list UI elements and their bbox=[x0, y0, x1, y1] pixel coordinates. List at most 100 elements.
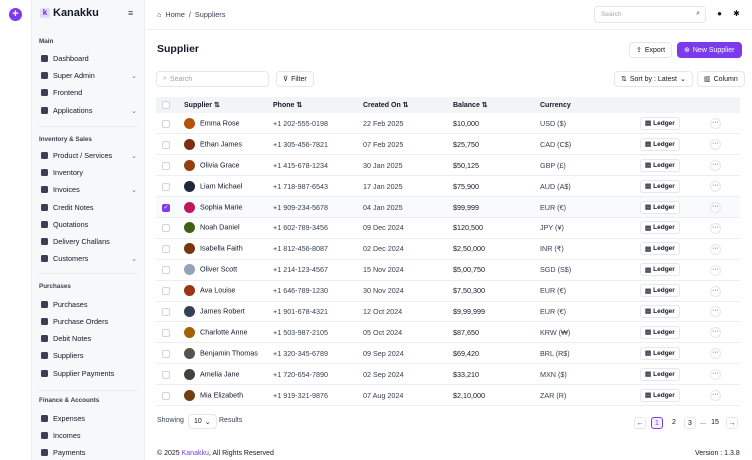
row-checkbox[interactable] bbox=[162, 161, 170, 170]
ledger-button[interactable]: ▤ Ledger bbox=[640, 179, 680, 193]
table-row[interactable]: Benjamin Thomas +1 320-345-6789 09 Sep 202… bbox=[156, 342, 740, 365]
more-options-icon[interactable]: ··· bbox=[710, 202, 721, 213]
sidebar-item-credit-notes[interactable]: Credit Notes bbox=[41, 203, 137, 212]
ledger-button[interactable]: ▤ Ledger bbox=[640, 304, 680, 318]
more-options-icon[interactable]: ··· bbox=[710, 264, 721, 276]
more-options-icon[interactable]: ··· bbox=[710, 139, 721, 151]
supplier-cell[interactable]: Emma Rose bbox=[184, 113, 273, 135]
filter-button[interactable]: ⊽ Filter bbox=[276, 71, 314, 87]
more-options-icon[interactable]: ··· bbox=[710, 306, 721, 318]
menu-toggle-icon[interactable]: ≡ bbox=[128, 8, 134, 18]
row-checkbox[interactable] bbox=[162, 182, 170, 191]
sidebar-item-product-services[interactable]: Product / Services ⌄ bbox=[41, 151, 137, 160]
table-row[interactable]: James Robert +1 901-678-4321 12 Oct 2024 $9… bbox=[156, 301, 740, 323]
row-checkbox[interactable] bbox=[162, 266, 170, 275]
page-3-button[interactable]: 3 bbox=[684, 417, 696, 429]
table-row[interactable]: Olivia Grace +1 415-678-1234 30 Jan 2025 $5… bbox=[156, 154, 740, 177]
new-supplier-button[interactable]: ⊕ New Supplier bbox=[677, 42, 742, 58]
breadcrumb-home[interactable]: Home bbox=[165, 10, 185, 19]
select-all-checkbox[interactable] bbox=[162, 101, 170, 109]
page-2-button[interactable]: 2 bbox=[672, 419, 676, 426]
more-options-icon[interactable]: ··· bbox=[710, 243, 721, 255]
row-checkbox[interactable] bbox=[162, 119, 170, 128]
supplier-cell[interactable]: Amelia Jane bbox=[184, 363, 273, 386]
supplier-cell[interactable]: James Robert bbox=[184, 301, 273, 323]
ledger-button[interactable]: ▤ Ledger bbox=[640, 200, 680, 214]
table-row[interactable]: Amelia Jane +1 720-654-7890 02 Sep 2024 $33… bbox=[156, 363, 740, 386]
row-checkbox[interactable] bbox=[162, 391, 170, 400]
ledger-button[interactable]: ▤ Ledger bbox=[640, 325, 680, 339]
sidebar-item-incomes[interactable]: Incomes bbox=[41, 431, 137, 440]
table-row[interactable]: Mia Elizabeth +1 919-321-9876 07 Aug 2024 $… bbox=[156, 384, 740, 406]
ledger-button[interactable]: ▤ Ledger bbox=[640, 284, 680, 298]
sidebar-item-applications[interactable]: Applications ⌄ bbox=[41, 106, 137, 115]
per-page-select[interactable]: 10 ⌄ bbox=[188, 414, 217, 429]
brand-logo[interactable]: k Kanakku bbox=[40, 7, 99, 19]
more-options-icon[interactable]: ··· bbox=[710, 348, 721, 360]
phone-header[interactable]: Phone ⇅ bbox=[273, 97, 363, 113]
sidebar-item-suppliers[interactable]: Suppliers bbox=[41, 351, 137, 360]
supplier-header[interactable]: Supplier ⇅ bbox=[184, 97, 273, 113]
sidebar-item-dashboard[interactable]: Dashboard bbox=[41, 54, 137, 63]
row-checkbox[interactable] bbox=[162, 287, 170, 296]
sidebar-item-supplier-payments[interactable]: Supplier Payments bbox=[41, 369, 137, 378]
ledger-button[interactable]: ▤ Ledger bbox=[640, 221, 680, 235]
home-icon[interactable]: ⌂ bbox=[157, 10, 162, 19]
sidebar-item-invoices[interactable]: Invoices ⌄ bbox=[41, 185, 137, 194]
supplier-cell[interactable]: Liam Michael bbox=[184, 175, 273, 198]
supplier-cell[interactable]: Isabella Faith bbox=[184, 238, 273, 260]
supplier-cell[interactable]: Olivia Grace bbox=[184, 154, 273, 177]
ledger-button[interactable]: ▤ Ledger bbox=[640, 388, 680, 402]
page-1-button[interactable]: 1 bbox=[651, 417, 663, 429]
sidebar-item-super-admin[interactable]: Super Admin ⌄ bbox=[41, 71, 137, 80]
sidebar-item-frontend[interactable]: Frontend bbox=[41, 88, 137, 97]
ledger-button[interactable]: ▤ Ledger bbox=[640, 137, 680, 151]
global-search-input[interactable]: Search ⌕ bbox=[594, 6, 706, 23]
column-button[interactable]: ▥ Column bbox=[697, 71, 745, 87]
row-checkbox[interactable] bbox=[162, 370, 170, 379]
row-checkbox[interactable] bbox=[162, 245, 170, 254]
supplier-cell[interactable]: Ethan James bbox=[184, 133, 273, 156]
supplier-cell[interactable]: Oliver Scott bbox=[184, 259, 273, 281]
table-row[interactable]: Noah Daniel +1 602-789-3456 09 Dec 2024 $12… bbox=[156, 217, 740, 239]
supplier-cell[interactable]: Sophia Marie bbox=[184, 196, 273, 218]
more-options-icon[interactable]: ··· bbox=[710, 118, 721, 130]
supplier-cell[interactable]: Mia Elizabeth bbox=[184, 384, 273, 406]
more-options-icon[interactable]: ··· bbox=[710, 285, 721, 297]
more-options-icon[interactable]: ··· bbox=[710, 390, 721, 402]
prev-page-button[interactable]: ← bbox=[634, 417, 646, 429]
row-checkbox[interactable] bbox=[162, 224, 170, 233]
table-row[interactable]: Ethan James +1 305-456-7821 07 Feb 2025 $25… bbox=[156, 133, 740, 156]
table-search-input[interactable]: ⌕ Search bbox=[156, 71, 269, 87]
page-15-button[interactable]: 15 bbox=[711, 419, 719, 426]
row-checkbox[interactable] bbox=[162, 140, 170, 149]
row-checkbox[interactable] bbox=[162, 328, 170, 337]
sidebar-item-purchases[interactable]: Purchases bbox=[41, 300, 137, 309]
sidebar-item-purchase-orders[interactable]: Purchase Orders bbox=[41, 317, 137, 326]
ledger-button[interactable]: ▤ Ledger bbox=[640, 263, 680, 277]
sidebar-item-debit-notes[interactable]: Debit Notes bbox=[41, 334, 137, 343]
notification-bell-icon[interactable]: ● bbox=[717, 9, 722, 18]
sidebar-item-expenses[interactable]: Expenses bbox=[41, 414, 137, 423]
table-row[interactable]: Emma Rose +1 202-555-0198 22 Feb 2025 $10,0… bbox=[156, 113, 740, 135]
row-checkbox[interactable] bbox=[162, 349, 170, 358]
sort-dropdown[interactable]: ⇅ Sort by : Latest ⌄ bbox=[614, 71, 693, 87]
sidebar-item-quotations[interactable]: Quotations bbox=[41, 220, 137, 229]
ledger-button[interactable]: ▤ Ledger bbox=[640, 242, 680, 256]
sidebar-item-payments[interactable]: Payments bbox=[41, 448, 137, 457]
table-row[interactable]: ✓ Sophia Marie +1 909-234-5678 04 Jan 2025 $… bbox=[156, 196, 740, 218]
table-row[interactable]: Ava Louise +1 646-789-1230 30 Nov 2024 $7,5… bbox=[156, 280, 740, 302]
add-icon[interactable]: + bbox=[9, 8, 22, 21]
more-options-icon[interactable]: ··· bbox=[710, 181, 721, 193]
more-options-icon[interactable]: ··· bbox=[710, 369, 721, 381]
more-options-icon[interactable]: ··· bbox=[710, 222, 721, 234]
supplier-cell[interactable]: Charlotte Anne bbox=[184, 321, 273, 344]
created-header[interactable]: Created On ⇅ bbox=[363, 97, 453, 113]
more-options-icon[interactable]: ··· bbox=[710, 327, 721, 339]
row-checkbox[interactable] bbox=[162, 308, 170, 316]
balance-header[interactable]: Balance ⇅ bbox=[453, 97, 540, 113]
table-row[interactable]: Charlotte Anne +1 503-987-2105 05 Oct 2024… bbox=[156, 321, 740, 344]
ledger-button[interactable]: ▤ Ledger bbox=[640, 158, 680, 172]
sidebar-item-inventory[interactable]: Inventory bbox=[41, 168, 137, 177]
ledger-button[interactable]: ▤ Ledger bbox=[640, 367, 680, 381]
